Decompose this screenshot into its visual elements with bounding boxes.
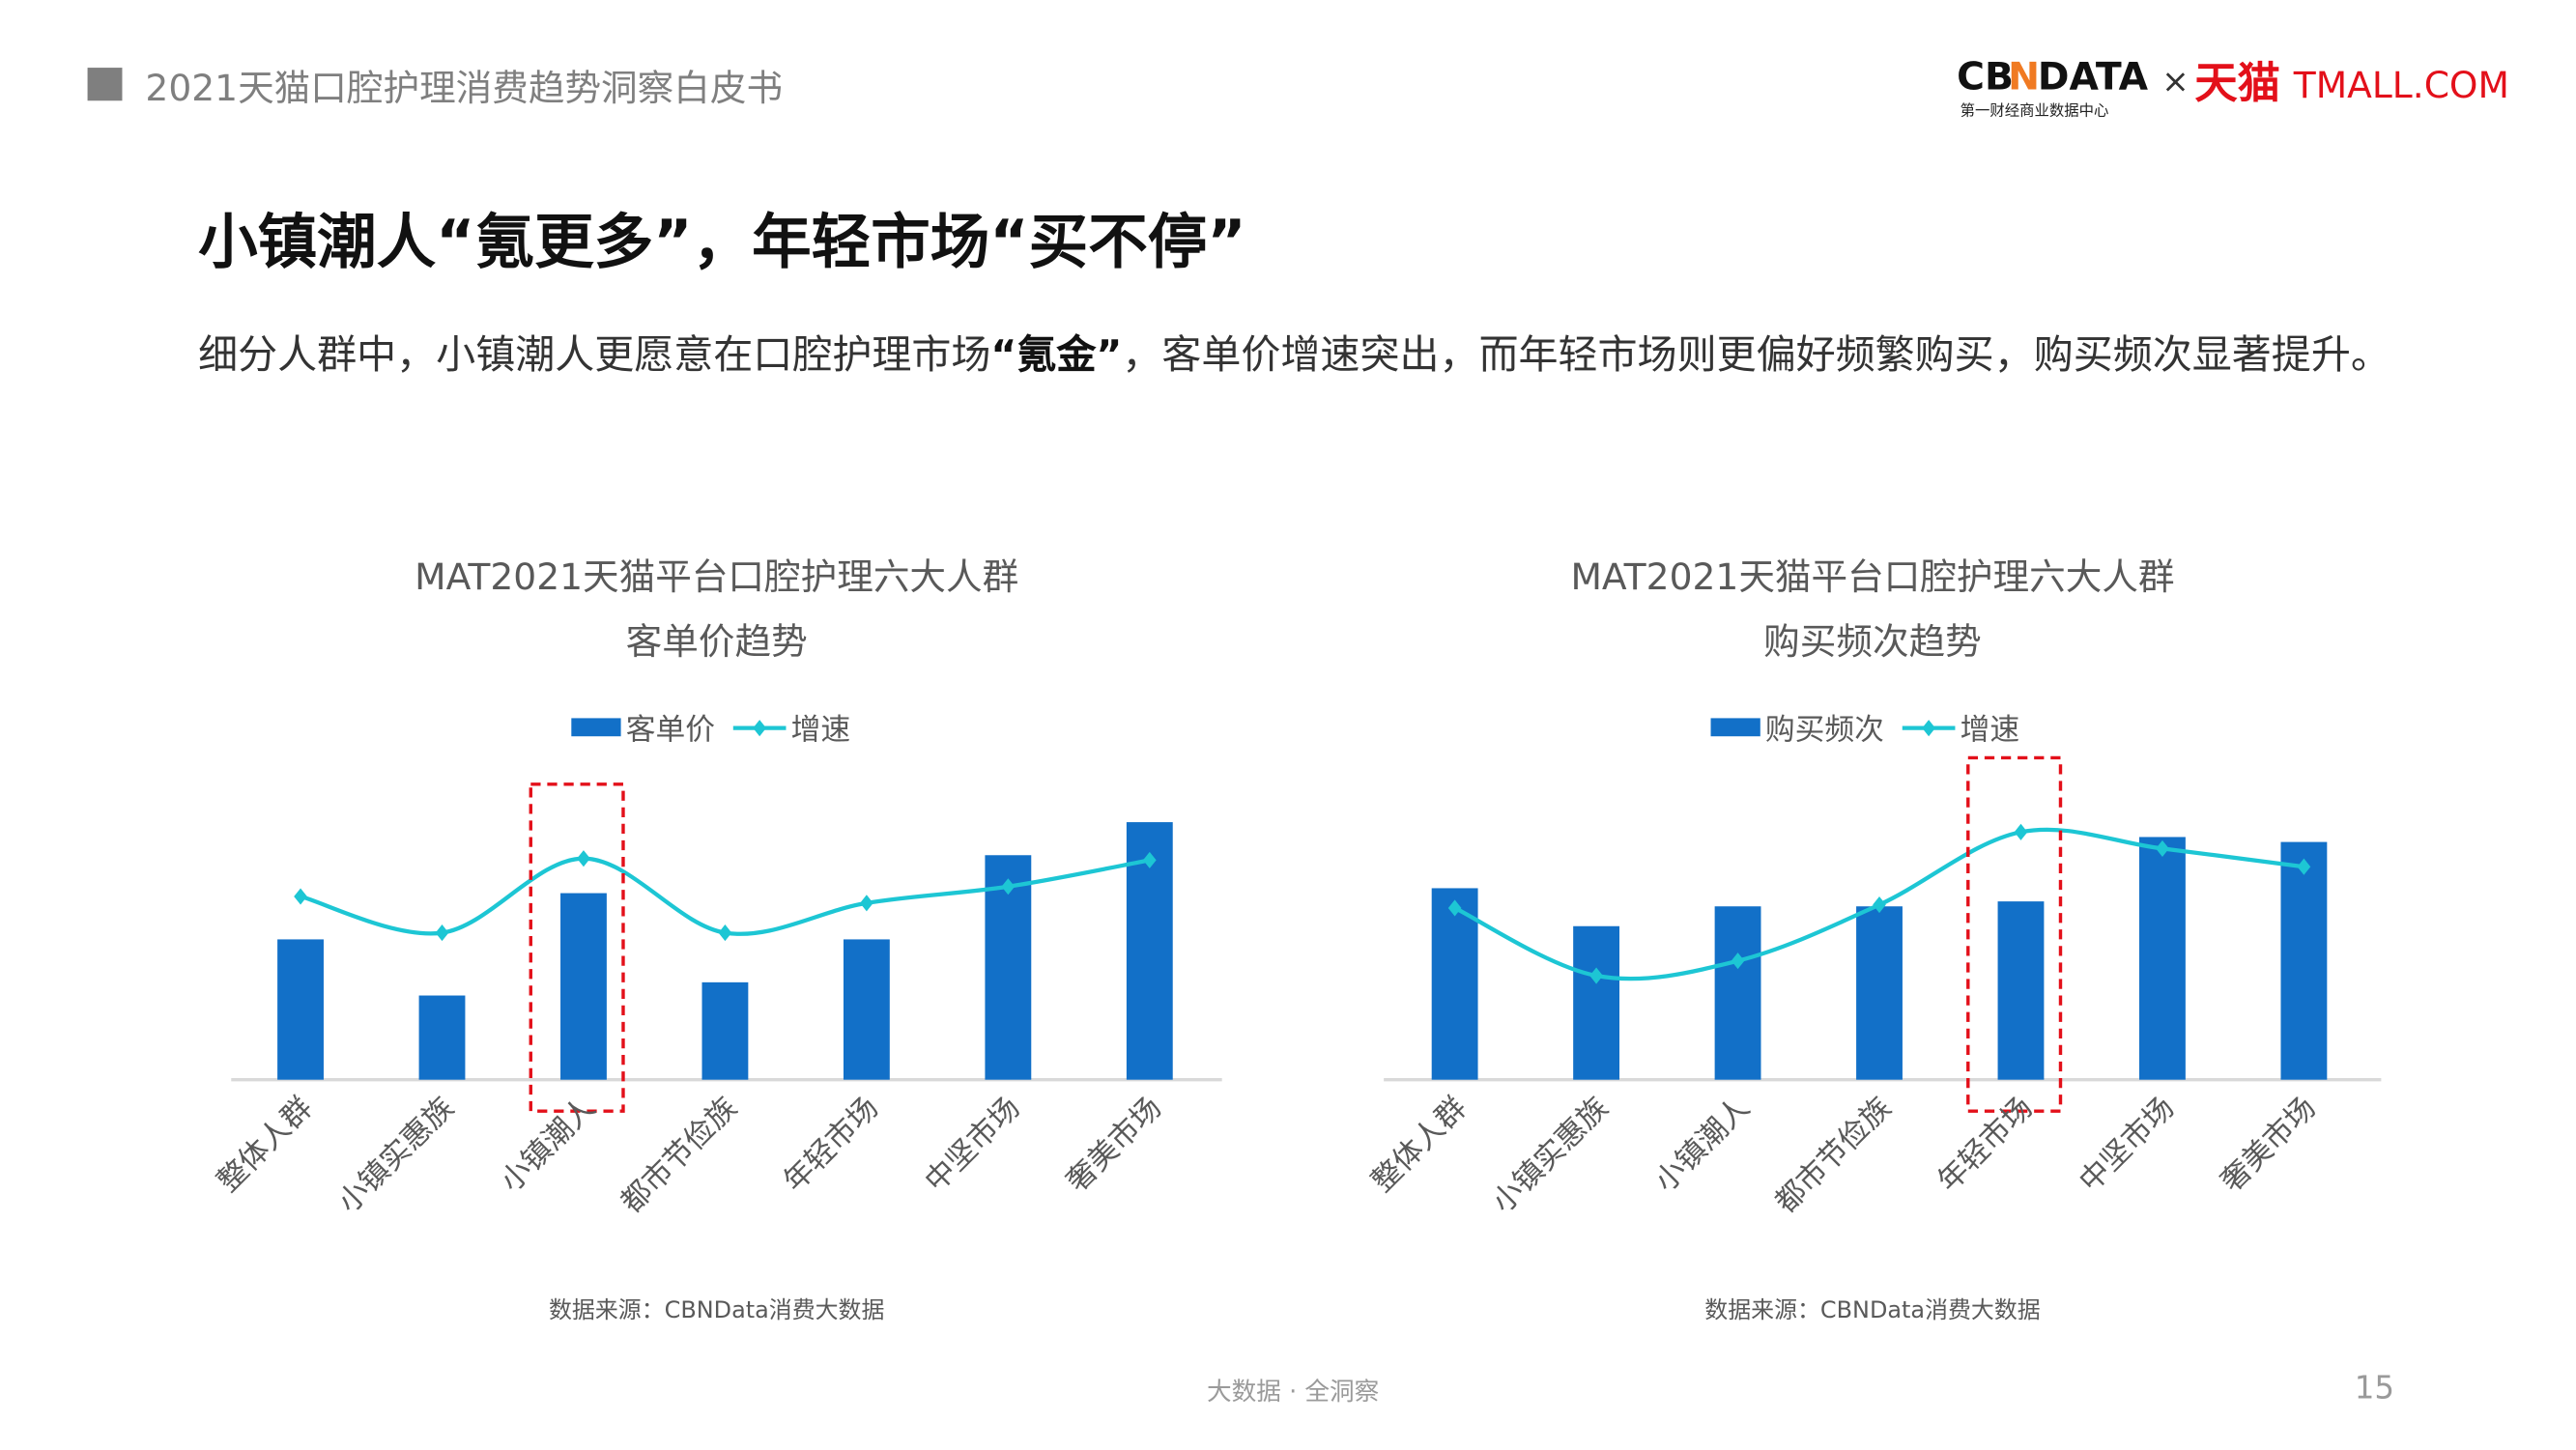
bar-整体人群 (277, 939, 324, 1080)
legend-diamond-icon (753, 720, 766, 737)
bar-中坚市场 (2139, 837, 2186, 1080)
chart2-title-line2: 购买频次趋势 (1763, 622, 1982, 665)
legend-line-label: 增速 (791, 713, 851, 748)
footer-slogan: 大数据 · 全洞察 (1207, 1377, 1380, 1407)
growth-marker-小镇潮人 (577, 850, 590, 867)
svg-text:DATA: DATA (2038, 55, 2149, 99)
chart-1: 整体人群 小镇实惠族 小镇潮人 都市节俭族 年轻市场 中坚市场 奢美市场 客单价 增速 (211, 713, 1222, 1220)
header-title: 2021天猫口腔护理消费趋势洞察白皮书 (145, 69, 784, 111)
bar-奢美市场 (2280, 841, 2328, 1080)
header-square-icon (87, 68, 123, 101)
chart1-title-line1: MAT2021天猫平台口腔护理六大人群 (415, 557, 1019, 600)
x-tick-label: 年轻市场 (777, 1091, 885, 1199)
x-tick-label: 都市节俭族 (615, 1091, 744, 1220)
legend-bar-label: 客单价 (626, 713, 715, 748)
growth-marker-都市节俭族 (718, 924, 732, 942)
body-part2: ，客单价增速突出，而年轻市场则更偏好频繁购买，购买频次显著提升。 (1122, 331, 2390, 379)
chart1-source: 数据来源：CBNData消费大数据 (549, 1297, 885, 1324)
x-tick-label: 小镇潮人 (1647, 1091, 1756, 1199)
x-tick-label: 奢美市场 (1060, 1091, 1168, 1199)
legend-diamond-icon (1922, 720, 1935, 737)
bar-年轻市场 (1997, 901, 2045, 1080)
chart1-title-line2: 客单价趋势 (625, 622, 808, 665)
page-headline: 小镇潮人“氪更多”，年轻市场“买不停” (198, 210, 1246, 278)
x-tick-label: 中坚市场 (2073, 1091, 2181, 1199)
x-tick-label: 奢美市场 (2214, 1091, 2322, 1199)
x-tick-label: 整体人群 (1365, 1091, 1474, 1199)
bar-整体人群 (1431, 888, 1478, 1080)
growth-marker-奢美市场 (1142, 851, 1157, 868)
body-text: 细分人群中，小镇潮人更愿意在口腔护理市场“氪金”，客单价增速突出，而年轻市场则更… (198, 327, 2411, 383)
body-part1: 细分人群中，小镇潮人更愿意在口腔护理市场 (198, 331, 991, 379)
chart-2: 整体人群 小镇实惠族 小镇潮人 都市节俭族 年轻市场 中坚市场 奢美市场 购买频次 增速 (1365, 713, 2382, 1220)
x-tick-label: 小镇实惠族 (1485, 1091, 1615, 1220)
growth-marker-都市节俭族 (1873, 896, 1886, 914)
svg-text:第一财经商业数据中心: 第一财经商业数据中心 (1961, 102, 2109, 120)
x-tick-label: 都市节俭族 (1768, 1091, 1898, 1220)
bar-都市节俭族 (701, 981, 749, 1080)
highlight-box (529, 782, 625, 1113)
svg-text:×: × (2161, 63, 2190, 101)
growth-marker-中坚市场 (1001, 878, 1016, 896)
growth-marker-奢美市场 (2297, 858, 2311, 875)
x-tick-label: 小镇实惠族 (331, 1091, 461, 1220)
bar-都市节俭族 (1856, 906, 1903, 1080)
growth-marker-整体人群 (294, 888, 307, 905)
chart1-title: MAT2021天猫平台口腔护理六大人群 客单价趋势 (221, 547, 1212, 675)
growth-marker-小镇实惠族 (435, 924, 449, 942)
legend-line-label: 增速 (1961, 713, 2020, 748)
cbndata-tmall-logo: CB N DATA 第一财经商业数据中心 × 天猫 TMALL.COM (1957, 55, 2509, 120)
svg-text:N: N (2008, 55, 2040, 99)
growth-marker-年轻市场 (860, 895, 873, 912)
chart2-title: MAT2021天猫平台口腔护理六大人群 购买频次趋势 (1377, 547, 2367, 675)
chart2-title-line1: MAT2021天猫平台口腔护理六大人群 (1570, 557, 2175, 600)
x-tick-label: 中坚市场 (918, 1091, 1026, 1199)
svg-text:TMALL.COM: TMALL.COM (2293, 64, 2509, 106)
x-tick-label: 小镇潮人 (494, 1091, 602, 1199)
bar-小镇实惠族 (1573, 925, 1620, 1080)
bar-小镇潮人 (560, 893, 607, 1080)
growth-marker-年轻市场 (2014, 823, 2028, 840)
x-tick-label: 整体人群 (211, 1091, 319, 1199)
chart2-source: 数据来源：CBNData消费大数据 (1704, 1297, 2041, 1324)
bar-年轻市场 (843, 939, 890, 1080)
highlight-box (1966, 755, 2063, 1113)
legend-bar-label: 购买频次 (1765, 713, 1884, 748)
svg-text:天猫: 天猫 (2194, 59, 2280, 108)
x-tick-label: 年轻市场 (1931, 1091, 2039, 1199)
legend-bar-swatch (571, 718, 621, 737)
svg-text:CB: CB (1957, 55, 2014, 99)
bar-小镇潮人 (1714, 906, 1761, 1080)
bar-小镇实惠族 (418, 995, 466, 1080)
legend-bar-swatch (1710, 718, 1760, 737)
body-bold: “氪金” (990, 331, 1123, 379)
page-number: 15 (2354, 1370, 2395, 1407)
